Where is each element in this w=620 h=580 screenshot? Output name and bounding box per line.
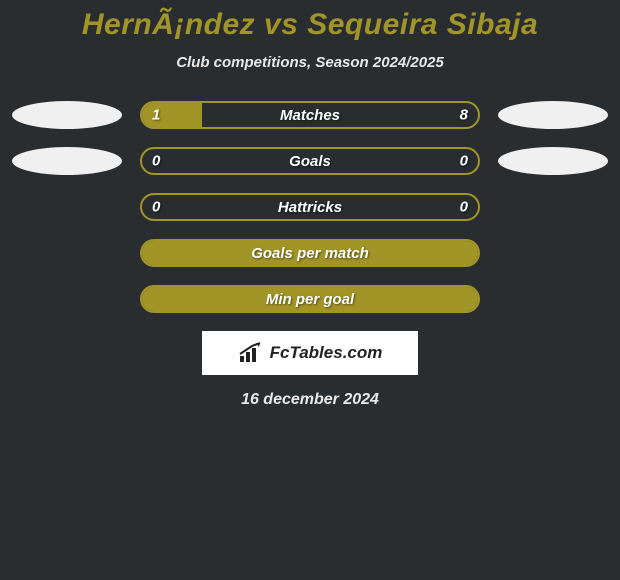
comparison-widget: HernÃ¡ndez vs Sequeira Sibaja Club compe… [0,0,620,409]
stat-label: Hattricks [278,199,342,216]
stat-value-right: 0 [460,153,468,170]
stat-label: Matches [280,107,340,124]
stat-label: Goals [289,153,331,170]
stat-bar: 0 Goals 0 [140,147,480,175]
stat-label: Min per goal [266,291,354,308]
stat-bar: Goals per match [140,239,480,267]
subtitle: Club competitions, Season 2024/2025 [0,54,620,71]
avatar-right [498,101,608,129]
stat-row: 0 Hattricks 0 [0,193,620,221]
stat-row: 1 Matches 8 [0,101,620,129]
logo-text: FcTables.com [270,343,383,363]
stat-value-left: 0 [152,153,160,170]
avatar-left [12,101,122,129]
avatar-spacer [12,239,122,267]
avatar-spacer [498,193,608,221]
stat-value-right: 0 [460,199,468,216]
avatar-right [498,147,608,175]
logo-box[interactable]: FcTables.com [202,331,418,375]
date-label: 16 december 2024 [0,391,620,409]
page-title: HernÃ¡ndez vs Sequeira Sibaja [0,8,620,42]
stat-row: 0 Goals 0 [0,147,620,175]
stat-bar: Min per goal [140,285,480,313]
stat-label: Goals per match [251,245,369,262]
avatar-left [12,147,122,175]
stat-row: Goals per match [0,239,620,267]
stat-bar: 0 Hattricks 0 [140,193,480,221]
avatar-spacer [12,285,122,313]
stat-bar: 1 Matches 8 [140,101,480,129]
stat-value-right: 8 [460,107,468,124]
stat-value-left: 0 [152,199,160,216]
stat-value-left: 1 [152,107,160,124]
avatar-spacer [12,193,122,221]
stat-row: Min per goal [0,285,620,313]
chart-icon [238,342,264,364]
avatar-spacer [498,239,608,267]
avatar-spacer [498,285,608,313]
stats-rows: 1 Matches 8 0 Goals 0 0 Hattricks 0 Goals per mat… [0,101,620,313]
